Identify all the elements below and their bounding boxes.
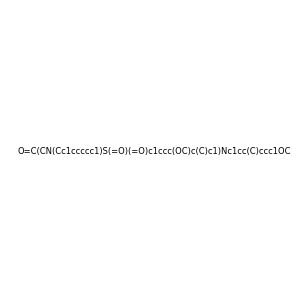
Text: O=C(CN(Cc1ccccc1)S(=O)(=O)c1ccc(OC)c(C)c1)Nc1cc(C)ccc1OC: O=C(CN(Cc1ccccc1)S(=O)(=O)c1ccc(OC)c(C)c…	[17, 147, 290, 156]
